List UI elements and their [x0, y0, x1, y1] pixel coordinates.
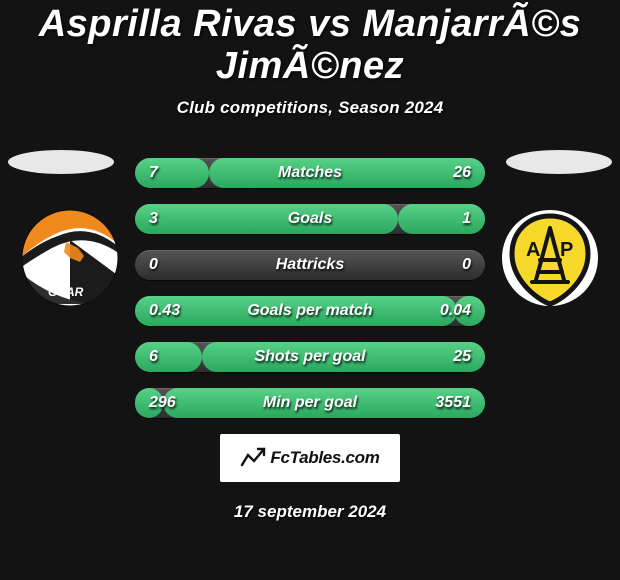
stat-row: 726Matches [135, 158, 485, 188]
stat-row: 625Shots per goal [135, 342, 485, 372]
comparison-arena: GUAR A P 7 [0, 158, 620, 522]
club-badge-left: GUAR [20, 208, 120, 308]
stat-label: Goals per match [135, 296, 485, 326]
stat-row: 31Goals [135, 204, 485, 234]
svg-text:P: P [560, 239, 573, 261]
snapshot-date: 17 september 2024 [0, 502, 620, 522]
country-flag-left [8, 150, 114, 174]
branding-badge[interactable]: FcTables.com [220, 434, 400, 482]
stat-label: Matches [135, 158, 485, 188]
club-badge-right: A P [500, 208, 600, 308]
stat-label: Hattricks [135, 250, 485, 280]
stat-label: Min per goal [135, 388, 485, 418]
country-flag-right [506, 150, 612, 174]
stat-row: 2963551Min per goal [135, 388, 485, 418]
branding-icon [240, 445, 266, 471]
stat-label: Shots per goal [135, 342, 485, 372]
branding-text: FcTables.com [270, 448, 379, 468]
stat-row: 0.430.04Goals per match [135, 296, 485, 326]
stat-row: 00Hattricks [135, 250, 485, 280]
stats-list: 726Matches 31Goals 00Hattricks 0.430.04Goal… [135, 158, 485, 418]
svg-text:A: A [526, 239, 540, 261]
stat-label: Goals [135, 204, 485, 234]
page-title: Asprilla Rivas vs ManjarrÃ©s JimÃ©nez [0, 4, 620, 88]
page-subtitle: Club competitions, Season 2024 [0, 98, 620, 118]
svg-text:GUAR: GUAR [48, 285, 84, 299]
